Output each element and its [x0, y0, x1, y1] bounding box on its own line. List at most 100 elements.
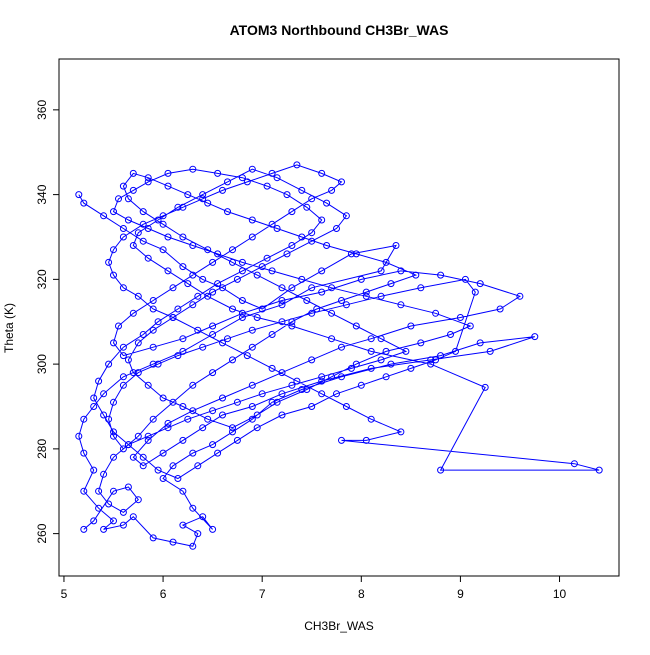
data-point [110, 339, 117, 347]
data-point [95, 487, 103, 495]
data-point [184, 191, 192, 199]
data-point [298, 233, 306, 241]
data-point [134, 229, 142, 237]
data-point [268, 398, 276, 406]
data-point [273, 174, 281, 182]
data-point [298, 386, 306, 393]
data-point [219, 411, 226, 419]
data-point [238, 297, 246, 304]
data-point [224, 335, 231, 343]
data-point [367, 347, 375, 355]
data-point [248, 403, 256, 410]
data-point [308, 309, 316, 317]
data-point [496, 305, 504, 313]
data-point [194, 292, 202, 300]
data-point [149, 305, 157, 313]
data-point [129, 186, 137, 194]
data-point [328, 186, 336, 194]
data-point [318, 288, 326, 296]
data-point [139, 331, 147, 338]
data-point [90, 403, 98, 410]
data-point [209, 369, 217, 377]
data-point [189, 542, 197, 550]
y-axis-label: Theta (K) [2, 303, 16, 353]
data-point [209, 258, 217, 266]
data-point [119, 284, 127, 292]
data-point [347, 364, 355, 372]
data-point [461, 275, 469, 283]
data-point [288, 284, 296, 292]
data-point [209, 441, 217, 449]
data-point [357, 275, 365, 283]
data-point [347, 250, 355, 258]
data-point [278, 301, 286, 309]
data-point [486, 347, 494, 355]
data-point [328, 284, 336, 292]
data-point [80, 525, 88, 533]
data-point [229, 305, 236, 313]
data-point [159, 449, 167, 457]
data-point [476, 339, 484, 347]
data-point [144, 178, 152, 186]
x-axis-label: CH3Br_WAS [304, 619, 374, 633]
data-point [159, 394, 167, 402]
data-point [154, 216, 162, 224]
data-point [179, 403, 187, 410]
data-point [278, 318, 286, 326]
data-point [243, 352, 251, 360]
data-point [159, 475, 167, 482]
data-point [179, 233, 187, 241]
data-point [338, 373, 345, 381]
data-point [397, 267, 405, 275]
data-point [189, 242, 197, 249]
data-point [119, 182, 127, 190]
data-point [233, 275, 241, 283]
data-point [233, 398, 241, 406]
data-point [149, 343, 157, 351]
data-point [139, 220, 147, 228]
data-point [199, 424, 207, 432]
data-point [144, 436, 152, 444]
data-point [516, 292, 524, 300]
data-point [209, 525, 217, 533]
data-point [377, 356, 385, 364]
data-point [288, 242, 296, 249]
data-point [105, 500, 113, 508]
data-point [238, 267, 246, 275]
data-point [387, 280, 395, 288]
data-point [110, 487, 117, 495]
data-point [119, 373, 127, 381]
data-point [179, 521, 187, 529]
data-point [268, 220, 276, 228]
data-point [471, 288, 479, 296]
x-axis: 5 6 7 8 9 10 [61, 576, 567, 601]
data-point [139, 453, 147, 461]
data-point [303, 297, 311, 304]
data-point [115, 322, 122, 330]
x-tick-label: 10 [553, 587, 567, 601]
data-point [75, 191, 83, 199]
data-point [357, 381, 365, 389]
data-point [323, 242, 331, 249]
data-point [456, 314, 464, 321]
data-point [229, 258, 236, 266]
data-point [308, 237, 316, 245]
data-point [407, 322, 415, 330]
data-point [248, 343, 256, 351]
data-point [466, 322, 474, 330]
data-point [233, 436, 241, 444]
data-point [164, 169, 172, 177]
data-point [531, 333, 539, 341]
data-point [298, 186, 306, 194]
data-point [308, 195, 316, 203]
data-point [144, 381, 152, 389]
data-point [278, 369, 286, 377]
data-point [184, 280, 192, 288]
data-point [313, 305, 321, 313]
data-point [189, 271, 197, 279]
data-point [95, 377, 103, 385]
data-point [219, 186, 226, 194]
data-point [447, 331, 454, 338]
data-point [134, 496, 142, 504]
data-point [119, 508, 127, 516]
